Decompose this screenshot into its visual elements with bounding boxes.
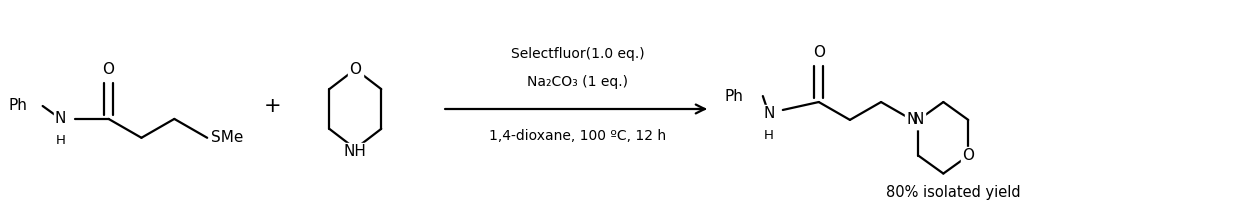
Text: O: O xyxy=(812,45,825,60)
Text: Ph: Ph xyxy=(725,89,744,104)
Text: SMe: SMe xyxy=(211,130,243,145)
Text: NH: NH xyxy=(343,144,367,159)
Text: O: O xyxy=(962,148,975,163)
Text: 1,4-dioxane, 100 ºC, 12 h: 1,4-dioxane, 100 ºC, 12 h xyxy=(489,129,666,143)
Text: O: O xyxy=(103,62,114,77)
Text: O: O xyxy=(350,62,361,77)
Text: Ph: Ph xyxy=(9,99,27,114)
Text: H: H xyxy=(764,129,774,142)
Text: N: N xyxy=(55,111,66,126)
Text: O: O xyxy=(350,62,361,77)
Text: Selectfluor(1.0 eq.): Selectfluor(1.0 eq.) xyxy=(511,47,645,61)
Text: N: N xyxy=(913,112,924,127)
Text: N: N xyxy=(55,111,66,126)
Text: Na₂CO₃ (1 eq.): Na₂CO₃ (1 eq.) xyxy=(527,75,627,89)
Text: N: N xyxy=(906,112,918,127)
Text: N: N xyxy=(913,112,924,127)
Text: N: N xyxy=(763,106,775,122)
Text: N: N xyxy=(906,112,918,127)
Text: NH: NH xyxy=(343,144,367,159)
Text: N: N xyxy=(763,106,775,122)
Text: 80% isolated yield: 80% isolated yield xyxy=(887,185,1021,200)
Text: +: + xyxy=(264,96,281,116)
Text: H: H xyxy=(56,134,66,147)
Text: O: O xyxy=(962,148,975,163)
